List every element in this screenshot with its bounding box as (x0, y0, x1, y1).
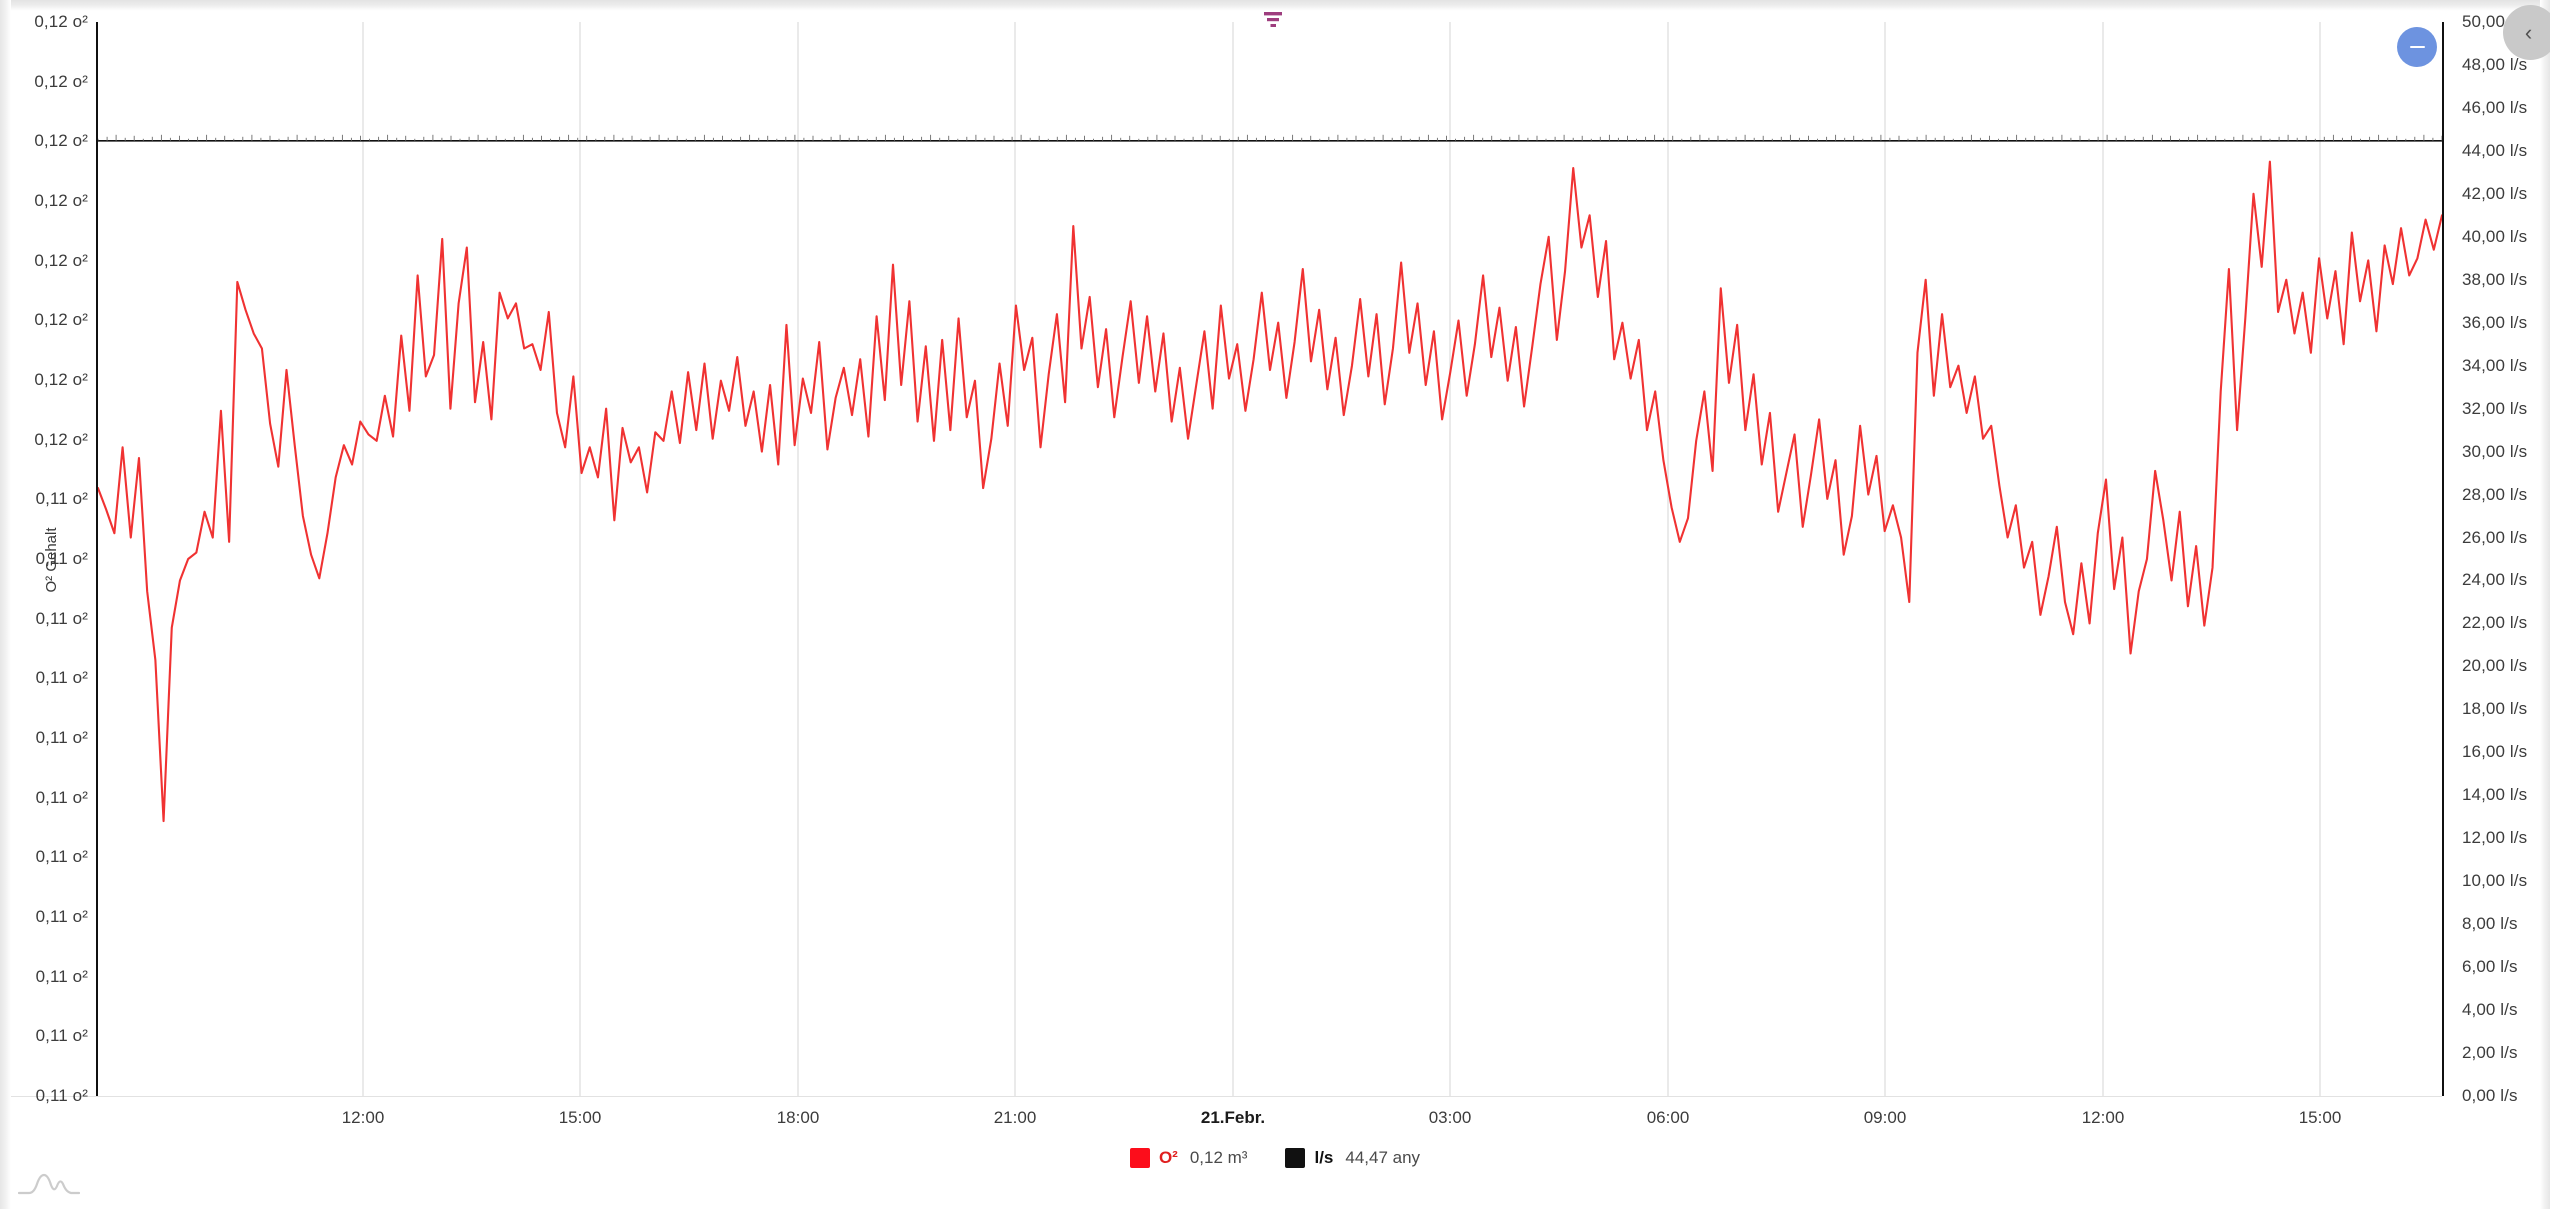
y-axis-left-tick: 0,11 o² (35, 966, 88, 986)
y-axis-left-tick: 0,12 o² (34, 191, 88, 210)
y-axis-right-tick: 40,00 l/s (2462, 226, 2528, 246)
y-axis-right-tick: 46,00 l/s (2462, 97, 2528, 117)
y-axis-right-tick: 0,00 l/s (2462, 1086, 2518, 1105)
legend-series-name: O² (1158, 1148, 1178, 1167)
y-axis-right-tick: 44,00 l/s (2462, 140, 2528, 160)
y-axis-left-tick: 0,11 o² (35, 608, 88, 628)
x-axis-tick: 15:00 (2298, 1108, 2342, 1127)
chart-legend: O² 0,12 m³ l/s 44,47 any (0, 1148, 2550, 1168)
y-axis-right-tick: 18,00 l/s (2462, 699, 2528, 719)
y-axis-left-tick: 0,12 o² (34, 310, 88, 330)
plot-area[interactable] (98, 22, 2442, 1096)
waveform-icon[interactable] (17, 1172, 81, 1198)
legend-color-swatch (1285, 1148, 1306, 1168)
y-axis-left-tick: 0,11 o² (35, 728, 88, 747)
y-axis-left-line (96, 22, 98, 1096)
legend-series-value: 0,12 m³ (1189, 1148, 1248, 1167)
y-axis-left-tick: 0,11 o² (35, 787, 88, 807)
legend-series-value: 44,47 any (1345, 1148, 1421, 1167)
series-flow-line (98, 134, 2442, 142)
y-axis-left-tick: 0,12 o² (34, 71, 88, 91)
legend-color-swatch (1129, 1148, 1150, 1168)
y-axis-right-tick: 38,00 l/s (2462, 269, 2528, 289)
y-axis-left-tick: 0,11 o² (35, 907, 88, 926)
vertical-gridlines (362, 22, 2321, 1096)
y-axis-right-tick: 14,00 l/s (2462, 785, 2528, 805)
top-edge-strip (0, 0, 2550, 11)
y-axis-right-tick: 10,00 l/s (2462, 871, 2528, 891)
y-axis-left-tick: 0,11 o² (35, 847, 88, 867)
y-axis-right-tick: 22,00 l/s (2462, 613, 2528, 633)
y-axis-left-tick: 0,12 o² (34, 429, 88, 449)
legend-series-name: l/s (1314, 1148, 1334, 1167)
y-axis-right-tick: 4,00 l/s (2462, 1000, 2518, 1020)
y-axis-right-tick: 24,00 l/s (2462, 570, 2528, 590)
y-axis-left-tick: 0,12 o² (34, 131, 88, 151)
right-edge-strip (2540, 0, 2550, 1209)
minus-icon (2409, 45, 2425, 49)
y-axis-right-tick: 8,00 l/s (2462, 914, 2518, 934)
y-axis-right-tick: 32,00 l/s (2462, 398, 2528, 418)
left-edge-strip (0, 0, 11, 1209)
y-axis-right-tick: 26,00 l/s (2462, 527, 2528, 547)
y-axis-left-tick: 0,11 o² (35, 489, 88, 509)
filter-icon[interactable] (1262, 10, 1284, 32)
x-axis-tick: 21:00 (993, 1108, 1037, 1127)
y-axis-right-tick: 28,00 l/s (2462, 484, 2528, 504)
x-axis-tick: 12:00 (2081, 1108, 2125, 1127)
x-axis-line (11, 1096, 2442, 1097)
legend-item[interactable]: l/s 44,47 any (1285, 1148, 1420, 1168)
y-axis-left-tick: 0,11 o² (35, 1026, 88, 1046)
y-axis-right-tick: 34,00 l/s (2462, 355, 2528, 375)
y-axis-right-tick: 30,00 l/s (2462, 441, 2528, 461)
x-axis-tick: 06:00 (1646, 1108, 1690, 1127)
y-axis-right-tick: 36,00 l/s (2462, 312, 2528, 332)
x-axis-tick: 18:00 (776, 1108, 820, 1127)
y-axis-right-line (2442, 22, 2444, 1096)
y-axis-left-tick: 0,11 o² (35, 1086, 88, 1105)
chart-canvas (98, 22, 2442, 1096)
series-o2-line (98, 160, 2442, 823)
x-axis-tick: 12:00 (341, 1108, 385, 1127)
y-axis-right-tick: 2,00 l/s (2462, 1043, 2518, 1063)
y-axis-right-tick: 42,00 l/s (2462, 183, 2528, 203)
x-axis-tick: 03:00 (1428, 1108, 1472, 1127)
x-axis-tick: 15:00 (558, 1108, 602, 1127)
y-axis-left-tick: 0,12 o² (34, 12, 88, 31)
y-axis-right-tick: 20,00 l/s (2462, 656, 2528, 676)
x-axis-tick: 09:00 (1863, 1108, 1907, 1127)
y-axis-right-tick: 48,00 l/s (2462, 54, 2528, 74)
legend-item[interactable]: O² 0,12 m³ (1129, 1148, 1248, 1168)
y-axis-right-tick: 6,00 l/s (2462, 957, 2518, 977)
collapse-panel-button[interactable]: ‹ (2503, 5, 2550, 60)
y-axis-right-tick: 12,00 l/s (2462, 828, 2528, 848)
y-axis-left-tick: 0,11 o² (35, 668, 88, 688)
y-axis-left-tick: 0,12 o² (34, 370, 88, 389)
y-axis-right-tick: 16,00 l/s (2462, 742, 2528, 762)
y-axis-left-tick: 0,11 o² (35, 549, 88, 568)
zoom-out-button[interactable] (2397, 27, 2437, 67)
x-axis-tick: 21.Febr. (1200, 1108, 1266, 1127)
y-axis-left-tick: 0,12 o² (34, 250, 88, 270)
